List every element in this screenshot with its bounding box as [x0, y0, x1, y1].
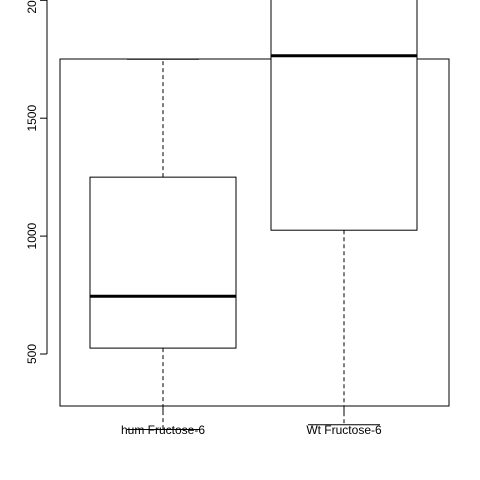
iqr-box-1: [270, 0, 418, 231]
x-tick-label-1: Wt Fructose-6: [306, 423, 382, 437]
y-tick-label-1500: 1500: [25, 105, 39, 132]
iqr-box-0: [89, 176, 237, 349]
y-tick-label-500: 500: [25, 344, 39, 364]
boxes-group: [89, 0, 418, 430]
box-0: [89, 58, 237, 430]
y-tick-label-2000: 2000: [25, 0, 39, 14]
x-axis: hum Fructose-6 Wt Fructose-6: [121, 405, 382, 437]
box-1: [270, 0, 418, 426]
x-tick-label-0: hum Fructose-6: [121, 423, 205, 437]
y-axis: 50010001500200025003000: [25, 0, 48, 364]
y-tick-label-1000: 1000: [25, 222, 39, 249]
